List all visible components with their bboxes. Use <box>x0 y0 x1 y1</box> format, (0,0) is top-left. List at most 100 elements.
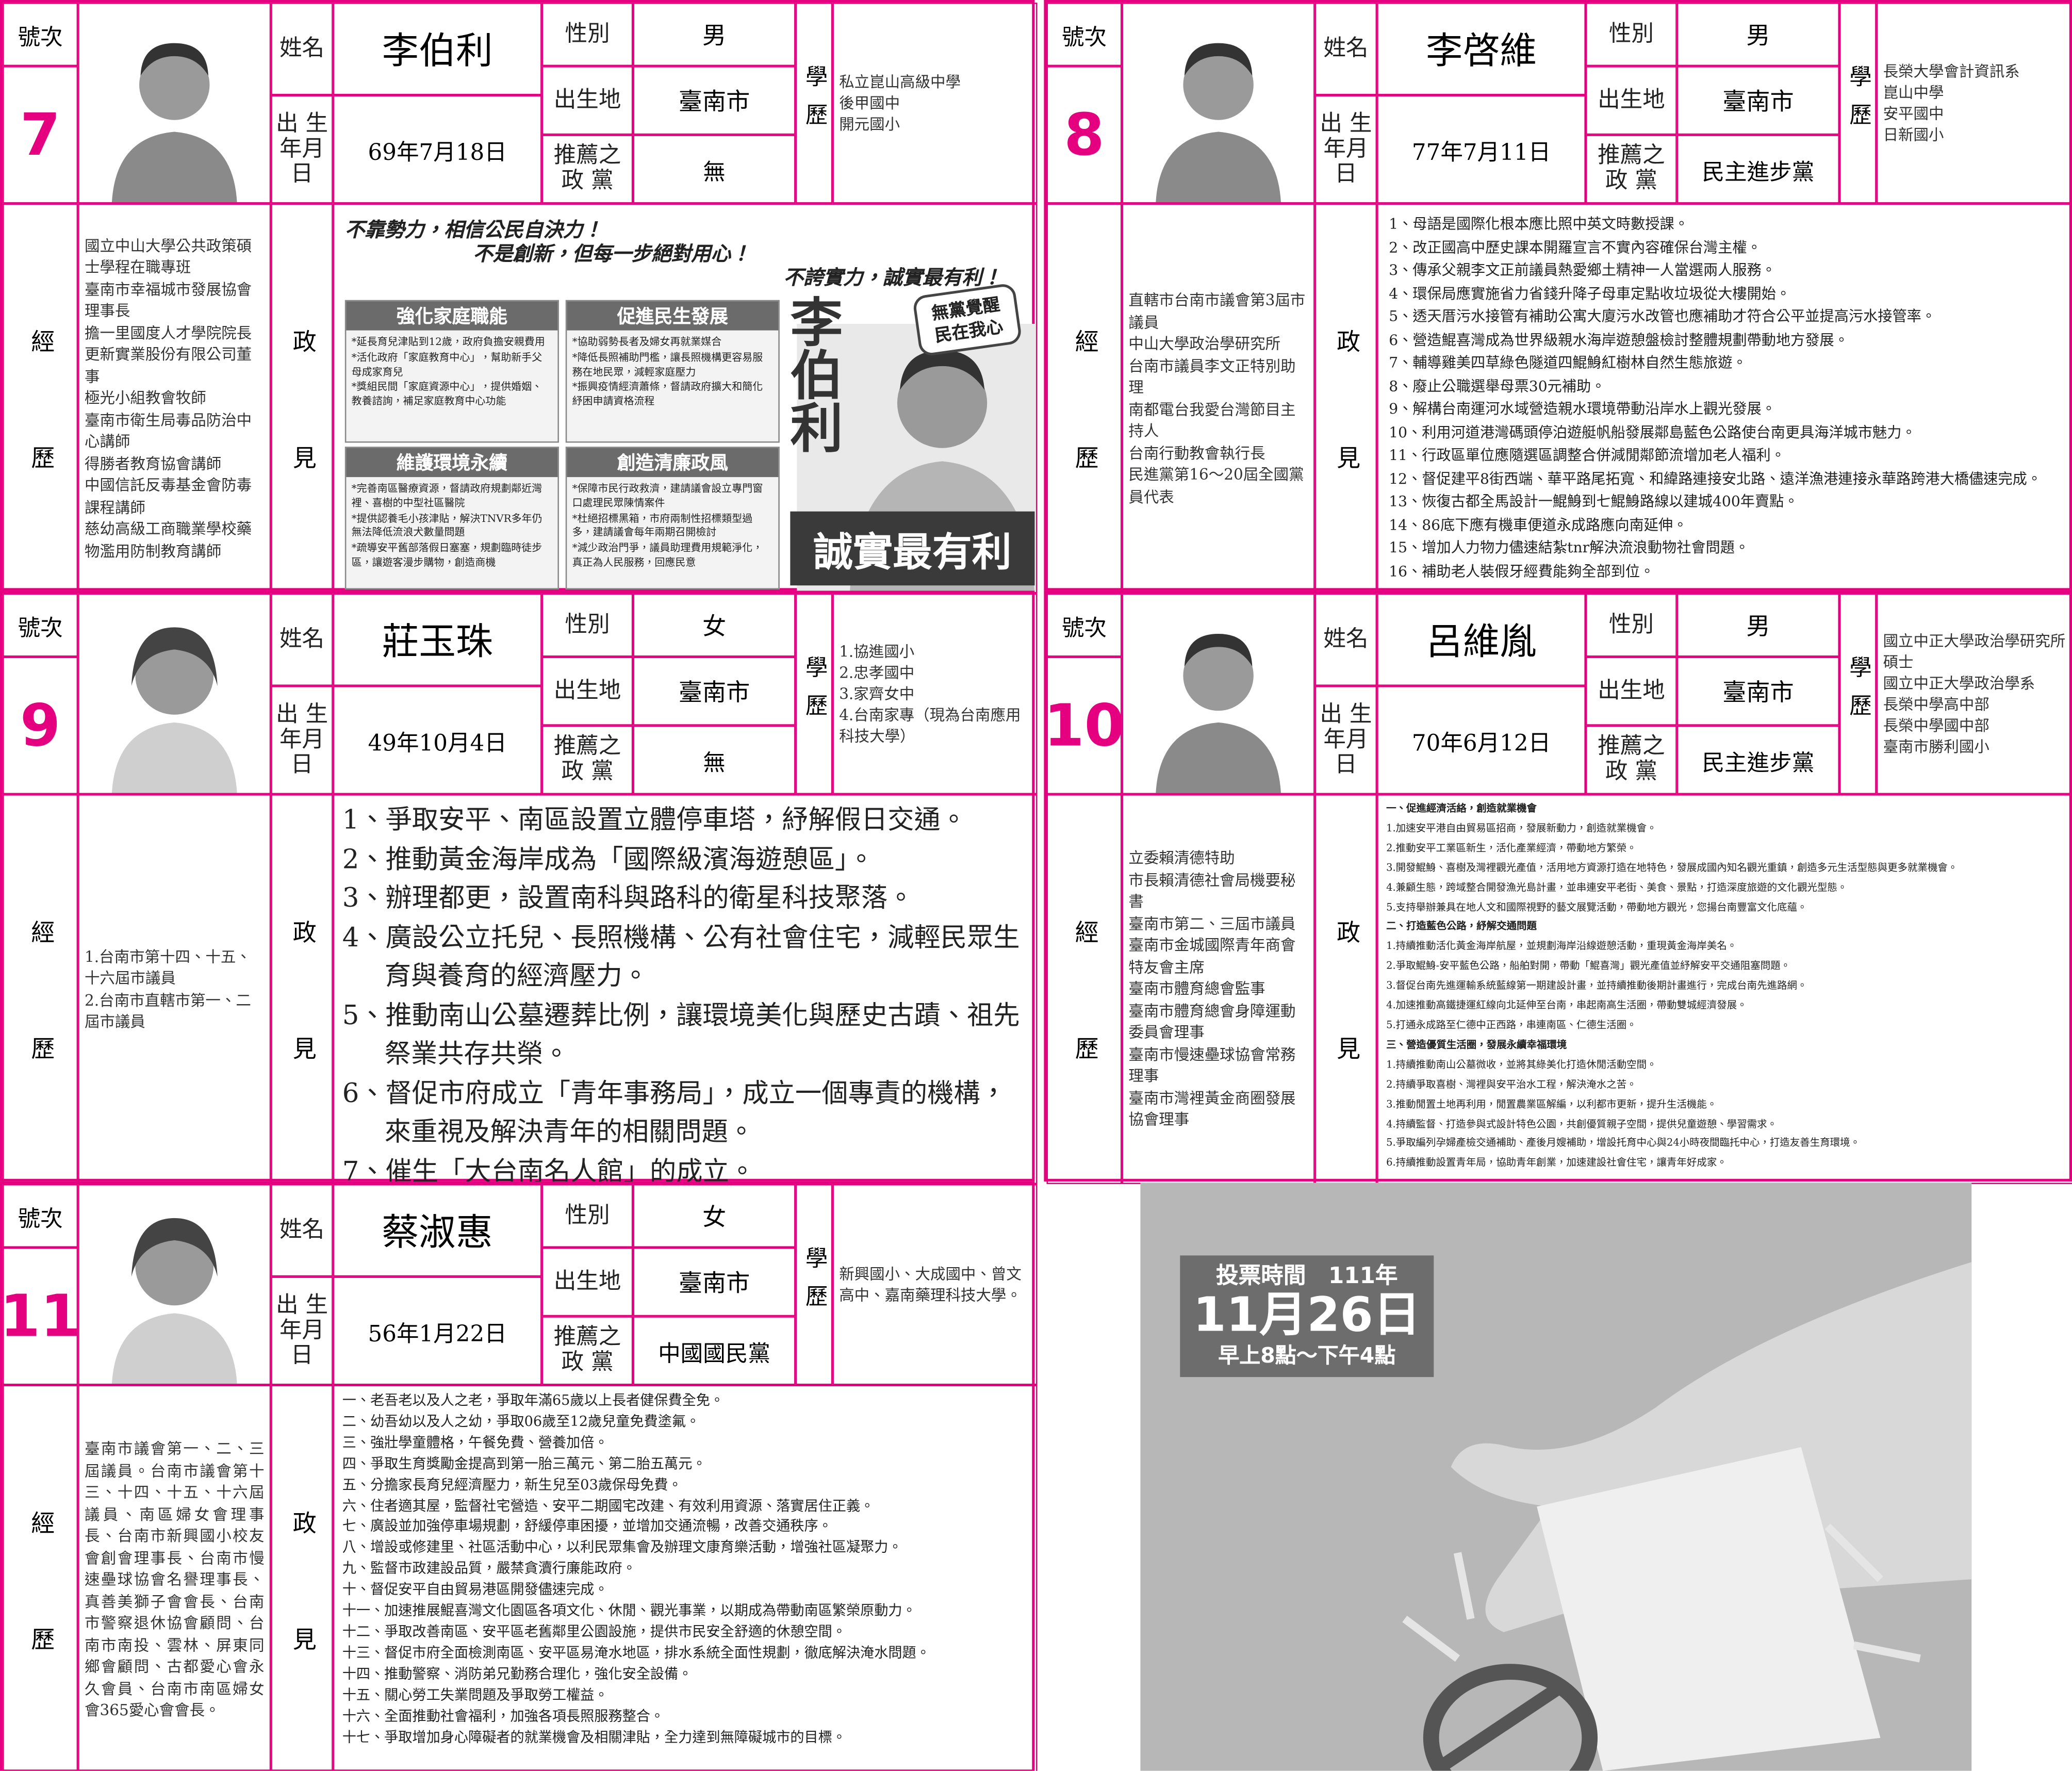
slogan: 不靠勢力，相信公民自決力！ <box>344 218 603 242</box>
platform-item: 2.爭取鯤鯓-安平藍色公路，船舶對開，帶動「鯤喜灣」觀光產值並紓解安平交通阻塞問… <box>1386 960 1791 972</box>
education-label: 學歷 <box>795 3 833 204</box>
gender: 女 <box>633 1184 796 1248</box>
experience-item: 臺南市幸福城市發展協會理事長 <box>85 280 252 320</box>
platform-item: 5.打通永成路至仁德中正西路，串連南區、仁德生活圈。 <box>1386 1019 1637 1031</box>
birthdate-label: 出 生 年月日 <box>271 1276 333 1385</box>
platform-box-item: *杜絕招標黑箱，市府兩制性招標類型過多，建請議會每年兩期召開檢討 <box>572 512 753 538</box>
platform-box-heading: 創造清廉政風 <box>567 448 779 478</box>
education-item: 國立中正大學政治學研究所碩士 <box>1883 631 2066 671</box>
platform-box-item: *協助弱勢長者及婦女再就業媒合 <box>572 335 722 348</box>
vote-time-box: 投票時間 111年 11月26日 早上8點～下午4點 <box>1180 1255 1434 1378</box>
education-item: 3.家齊女中 <box>839 684 915 703</box>
experience-item: 臺南市慢速壘球協會常務理事 <box>1128 1045 1296 1086</box>
platform-item: 七、廣設並加強停車場規劃，舒緩停車困擾，並增加交通流暢，改善交通秩序。 <box>342 1519 832 1535</box>
platform-box-item: *提供認養毛小孩津貼，解決TNVR多年仍無法降低流浪犬數量問題 <box>351 512 542 538</box>
platform: 不靠勢力，相信公民自決力！ 不是創新，但每一步絕對用心！ 不誇實力，誠實最有利！ 強化… <box>333 203 1038 594</box>
platform: 1、母語是國際化根本應比照中英文時數授課。 2、改正國高中歷史課本開羅宣言不實內容… <box>1377 203 2072 594</box>
experience-label: 經歷 <box>1046 794 1122 1184</box>
education-label-text: 學歷 <box>800 1246 827 1323</box>
platform-item: 十五、關心勞工失業問題及爭取勞工權益。 <box>342 1687 609 1703</box>
name-label: 姓名 <box>271 1184 333 1277</box>
gender-label: 性別 <box>541 1184 633 1248</box>
platform-item: 2.持續爭取喜樹、灣裡與安平治水工程，解決淹水之苦。 <box>1386 1078 1637 1090</box>
platform-item: 2、改正國高中歷史課本開羅宣言不實內容確保台灣主權。 <box>1389 238 1762 256</box>
party: 民主進步黨 <box>1676 135 1839 204</box>
platform-item: 五、分擔家長育兒經濟壓力，新生兒至03歲保母免費。 <box>342 1477 682 1493</box>
experience-label: 經歷 <box>3 1385 78 1771</box>
candidate-name: 呂維胤 <box>1377 593 1586 686</box>
platform-item: 6.持續推動設置青年局，協助青年創業，加速建設社會住宅，讓青年好成家。 <box>1386 1156 1727 1169</box>
photo-cell <box>78 593 271 795</box>
platform-item: 4、廣設公立托兒、長照機構、公有社會住宅，減輕民眾生育與養育的經濟壓力。 <box>342 920 1020 991</box>
party: 中國國民黨 <box>633 1316 796 1385</box>
experience-item: 立委賴清德特助 <box>1128 848 1235 867</box>
education-item: 4.台南家專（現為台南應用科技大學） <box>839 706 1021 746</box>
platform-label: 政見 <box>271 203 333 594</box>
birthplace-label: 出生地 <box>1586 657 1677 726</box>
platform: 一、促進經濟活絡，創造就業機會 1.加速安平港自由貿易區招商，發展新動力，創造就業… <box>1377 794 2072 1184</box>
platform-item: 4.加速推動高鐵捷運紅線向北延伸至台南，串起南高生活圈，帶動雙城經濟發展。 <box>1386 999 1747 1011</box>
candidate-name: 蔡淑惠 <box>333 1184 542 1277</box>
platform-box-items: *協助弱勢長者及婦女再就業媒合 *降低長照補助門檻，讓長照機構更容易服務在地民眾，… <box>572 336 774 411</box>
slogan: 不是創新，但每一步絕對用心！ <box>473 241 751 266</box>
platform-item: 1.持續推動活化黃金海岸航屋，並規劃海岸沿線遊憩活動，重現黃金海岸美名。 <box>1386 940 1737 952</box>
number-label: 號次 <box>1046 3 1122 67</box>
platform-item: 一、老吾老以及人之老，爭取年滿65歲以上長者健保費全免。 <box>342 1392 725 1409</box>
platform-item: 十、督促安平自由貿易港區開發儘速完成。 <box>342 1582 609 1598</box>
platform-box-item: *疏導安平舊部落假日塞塞，規劃臨時徒步區，讓遊客漫步購物，創造商機 <box>351 542 542 568</box>
experience-item: 臺南市灣裡黃金商圈發展協會理事 <box>1128 1088 1296 1129</box>
experience-item: 1.台南市第十四、十五、十六屆市議員 <box>85 947 251 988</box>
birthdate: 77年7月11日 <box>1377 95 1586 204</box>
platform-item: 5、透天厝污水接管有補助公寓大廈污水改管也應補助才符合公平並提高污水接管率。 <box>1389 308 1936 325</box>
education-item: 私立崑山高級中學 <box>839 72 961 91</box>
experience-item: 中山大學政治學研究所 <box>1128 334 1281 353</box>
experience: 1.台南市第十四、十五、十六屆市議員 2.台南市直轄市第一、二屆市議員 <box>78 794 271 1184</box>
platform-item: 4.持續監督、打造參與式設計特色公園，共創優質親子空間，提供兒童遊憩、學習需求。 <box>1386 1117 1778 1129</box>
experience-item: 民進黨第16～20屆全國黨員代表 <box>1128 465 1304 506</box>
birthdate: 49年10月4日 <box>333 685 542 795</box>
number-label: 號次 <box>3 1184 78 1248</box>
platform-item: 六、住者適其屋，監督社宅營造、安平二期國宅改建、有效利用資源、落實居住正義。 <box>342 1498 875 1514</box>
platform-label-text: 政見 <box>288 1510 317 1743</box>
gender: 男 <box>633 3 796 67</box>
name-label: 姓名 <box>1314 593 1377 686</box>
platform-item: 3.推動閒置土地再利用，閒置農業區解編，以利都市更新，提升生活機能。 <box>1386 1097 1717 1110</box>
photo-cell <box>78 1184 271 1385</box>
experience: 臺南市議會第一、二、三屆議員。台南市議會第十三、十四、十五、十六屆議員、南區婦女… <box>78 1385 271 1771</box>
platform-box-heading: 促進民生發展 <box>567 301 779 331</box>
education-label: 學歷 <box>795 593 833 795</box>
gender-label: 性別 <box>1586 3 1677 67</box>
platform-box-heading: 維護環境永續 <box>346 448 558 478</box>
education-label-text: 學歷 <box>1844 655 1871 732</box>
education: 1.協進國小 2.忠孝國中 3.家齊女中 4.台南家專（現為台南應用科技大學） <box>832 593 1038 795</box>
platform-item: 13、恢復古都全馬設計一鯤鯓到七鯤鯓路線以建城400年賣點。 <box>1389 493 1799 511</box>
experience-item: 臺南市金城國際青年商會特友會主席 <box>1128 936 1296 977</box>
platform-item: 1.持續推動南山公墓微收，並將其綠美化打造休閒活動空間。 <box>1386 1058 1657 1071</box>
candidate-photo <box>111 1218 237 1384</box>
platform-item: 5、推動南山公墓遷葬比例，讓環境美化與歷史古蹟、祖先祭業共存共榮。 <box>342 998 1020 1070</box>
platform-item: 2、推動黃金海岸成為「國際級濱海遊憩區」。 <box>342 842 875 875</box>
party: 無 <box>633 725 796 795</box>
education-item: 國立中正大學政治學系 <box>1883 674 2035 693</box>
experience-item: 國立中山大學公共政策碩士學程在職專班 <box>85 236 252 277</box>
number-label: 號次 <box>1046 593 1122 657</box>
platform-label: 政見 <box>271 794 333 1184</box>
slogan: 不誇實力，誠實最有利！ <box>783 266 1002 290</box>
platform-item: 十三、督促市府全面檢測南區、安平區易淹水地區，排水系統全面性規劃，徹底解決淹水問… <box>342 1645 930 1661</box>
experience-item: 臺南市第二、三屆市議員 <box>1128 914 1296 933</box>
vote-title: 投票時間 111年 <box>1216 1263 1398 1290</box>
name-label: 姓名 <box>271 593 333 686</box>
platform-item: 八、增設或修建里、社區活動中心，以利民眾集會及辦理文康育樂活動，增強社區凝聚力。 <box>342 1540 902 1556</box>
platform: 一、老吾老以及人之老，爭取年滿65歲以上長者健保費全免。 二、幼吾幼以及人之幼，爭… <box>333 1385 1038 1771</box>
education-item: 安平國中 <box>1883 104 1944 123</box>
platform-item: 2.推動安平工業區新生，活化產業經濟，帶動地方繁榮。 <box>1386 841 1637 854</box>
birthplace: 臺南市 <box>1676 657 1839 726</box>
candidate-block: 號次 9 姓名 莊玉珠出 生 年月日 49年10月4日 性別女出生地 臺南市 推薦之 政 黨無… <box>0 591 1038 1184</box>
platform-item: 4.兼顧生態，跨域整合開發漁光島計畫，並串連安平老街、美食、景點，打造深度旅遊的… <box>1386 881 1848 893</box>
platform-label: 政見 <box>1314 203 1377 594</box>
platform-box-item: *獎組民間「家庭資源中心」，提供婚姻、教養諮詢，補足家庭教育中心功能 <box>351 381 542 407</box>
experience-label-text: 經歷 <box>1071 919 1099 1152</box>
platform-item: 1、母語是國際化根本應比照中英文時數授課。 <box>1389 215 1689 233</box>
platform-heading: 一、促進經濟活絡，創造就業機會 <box>1386 802 1537 814</box>
education-item: 長榮中學國中部 <box>1883 716 1989 735</box>
